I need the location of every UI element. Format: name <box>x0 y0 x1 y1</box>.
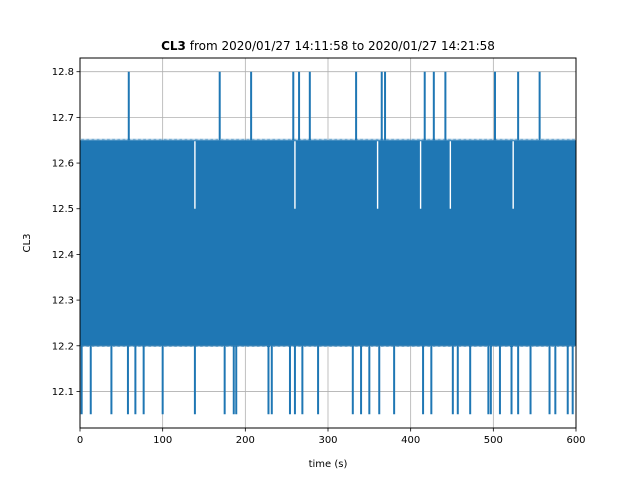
y-tick-label: 12.1 <box>52 387 74 398</box>
chart-title: CL3 from 2020/01/27 14:11:58 to 2020/01/… <box>161 39 495 53</box>
y-axis-label: CL3 <box>22 234 33 253</box>
x-tick-label: 100 <box>153 435 172 446</box>
series-cl3 <box>79 71 576 415</box>
series-band <box>80 140 576 346</box>
chart-title-rest: from 2020/01/27 14:11:58 to 2020/01/27 1… <box>186 39 495 53</box>
y-tick-label: 12.5 <box>52 204 74 215</box>
y-tick-label: 12.4 <box>52 250 74 261</box>
y-tick-label: 12.3 <box>52 296 74 307</box>
x-tick-label: 500 <box>484 435 503 446</box>
x-axis-label: time (s) <box>309 459 348 470</box>
x-tick-label: 400 <box>401 435 420 446</box>
x-tick-label: 200 <box>236 435 255 446</box>
x-tick-label: 300 <box>318 435 337 446</box>
y-tick-label: 12.6 <box>52 159 74 170</box>
y-tick-label: 12.8 <box>52 67 74 78</box>
y-axis: 12.1 12.2 12.3 12.4 12.5 12.6 12.7 12.8 <box>52 67 80 398</box>
chart-title-bold: CL3 <box>161 39 186 53</box>
y-tick-label: 12.7 <box>52 113 74 124</box>
x-tick-label: 600 <box>566 435 585 446</box>
x-axis: 0 100 200 300 400 500 600 <box>77 428 586 446</box>
x-tick-label: 0 <box>77 435 83 446</box>
y-tick-label: 12.2 <box>52 341 74 352</box>
